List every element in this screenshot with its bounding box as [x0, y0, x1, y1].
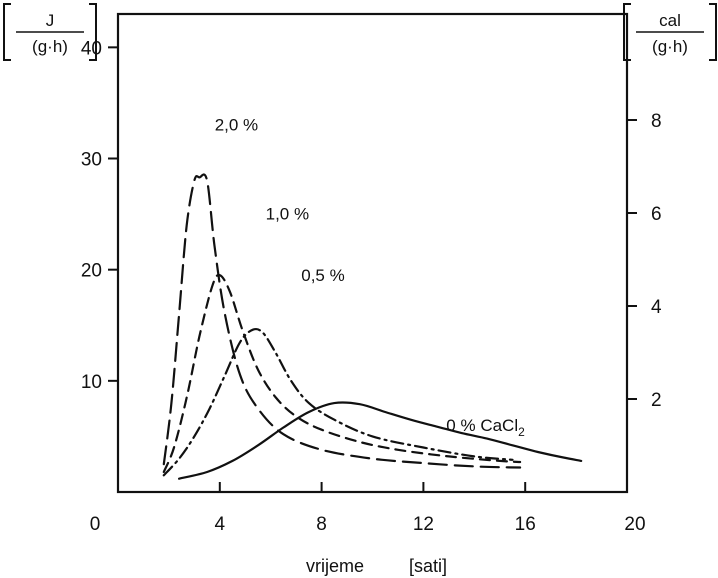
y-left-tick-label: 30 — [81, 150, 102, 171]
y-right-unit-denominator: (g·h) — [652, 37, 688, 56]
series-label-1: 1,0 % — [266, 205, 309, 224]
x-tick-label: 20 — [624, 514, 645, 535]
series-line-3 — [178, 401, 583, 480]
y-left-tick-label: 10 — [81, 372, 102, 393]
x-tick-label: 8 — [316, 514, 327, 535]
x-tick-label: 4 — [215, 514, 226, 535]
x-axis-unit: [sati] — [409, 556, 447, 576]
y-left-tick-label: 20 — [81, 261, 102, 282]
y-left-unit-bracket-right — [89, 3, 97, 61]
y-right-unit-numerator: cal — [659, 11, 681, 30]
x-axis-label: vrijeme — [306, 556, 364, 576]
x-tick-label: 12 — [413, 514, 434, 535]
y-left-unit-bracket-left — [3, 3, 11, 61]
y-right-tick-label: 8 — [651, 111, 662, 132]
y-left-tick-label: 40 — [81, 38, 102, 59]
y-right-tick-label: 4 — [651, 297, 662, 318]
y-left-unit-denominator: (g·h) — [32, 37, 68, 56]
series-line-0 — [162, 173, 522, 469]
x-tick-label: 0 — [90, 514, 101, 535]
y-right-unit-bracket-right — [709, 3, 717, 61]
x-tick-label: 16 — [515, 514, 536, 535]
y-left-unit-numerator: J — [46, 11, 55, 30]
series-label-2: 0,5 % — [301, 266, 344, 285]
y-right-tick-label: 2 — [651, 390, 662, 411]
series-line-2 — [162, 327, 514, 477]
plot-frame — [116, 12, 629, 494]
series-label-0: 2,0 % — [215, 116, 258, 135]
y-right-unit-bracket-left — [623, 3, 631, 61]
series-line-1 — [162, 273, 522, 474]
series-label-3: 0 % CaCl2 — [446, 416, 525, 439]
y-right-tick-label: 6 — [651, 204, 662, 225]
